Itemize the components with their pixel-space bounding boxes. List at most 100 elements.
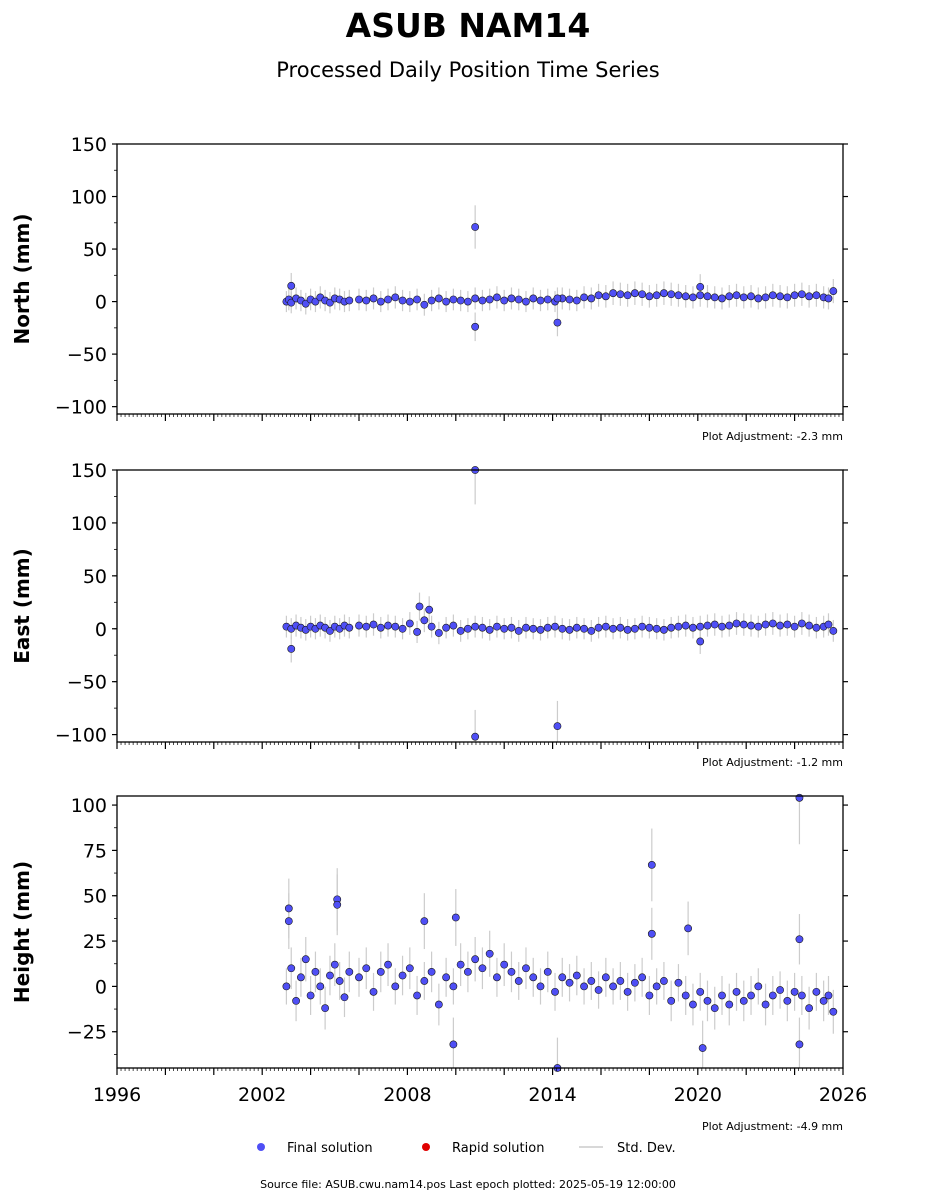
data-point — [681, 621, 690, 630]
data-point — [330, 960, 339, 969]
data-point — [463, 967, 472, 976]
data-point — [667, 623, 676, 632]
y-tick-label: 50 — [83, 566, 107, 588]
y-tick-label: −100 — [55, 725, 107, 747]
data-point — [456, 296, 465, 305]
data-point — [413, 991, 421, 1000]
data-point — [805, 292, 814, 301]
data-point — [500, 296, 509, 305]
data-point — [660, 977, 668, 985]
plot-adjustment-label: Plot Adjustment: -2.3 mm — [702, 430, 843, 443]
data-point — [660, 289, 668, 298]
y-tick-label: 100 — [71, 513, 107, 535]
data-point — [732, 619, 741, 628]
data-point — [355, 295, 363, 304]
data-point — [333, 900, 342, 909]
data-point — [284, 917, 293, 926]
data-point — [829, 287, 838, 295]
data-point — [776, 292, 784, 301]
data-point — [340, 993, 349, 1002]
y-axis-label: Height (mm) — [10, 861, 34, 1003]
data-point — [696, 622, 705, 631]
data-point — [572, 623, 581, 632]
data-point — [345, 623, 354, 632]
data-point — [616, 290, 625, 299]
y-tick-label: −50 — [67, 344, 107, 366]
data-point — [645, 623, 654, 632]
data-point — [783, 620, 792, 629]
data-point — [471, 223, 480, 231]
data-point — [536, 982, 545, 991]
data-point — [594, 986, 603, 994]
data-point — [824, 991, 833, 1000]
data-point — [420, 977, 429, 985]
y-tick-label: 50 — [83, 886, 107, 908]
data-point — [739, 293, 748, 302]
data-point — [413, 295, 421, 304]
data-point — [819, 997, 828, 1005]
y-tick-label: 25 — [83, 931, 107, 953]
data-point — [776, 621, 784, 630]
data-point — [797, 290, 806, 299]
data-point — [335, 977, 344, 985]
data-point — [321, 1004, 330, 1013]
data-point — [630, 624, 639, 633]
data-point — [449, 621, 458, 630]
data-point — [463, 624, 472, 633]
legend-label: Final solution — [287, 1141, 373, 1156]
data-point — [812, 291, 821, 300]
data-point — [471, 322, 480, 331]
data-point — [630, 289, 639, 298]
data-point — [587, 977, 596, 985]
data-point — [703, 997, 712, 1005]
data-point — [384, 295, 392, 304]
data-point — [805, 621, 814, 630]
x-tick-label: 2008 — [383, 1084, 431, 1106]
data-point — [420, 616, 429, 625]
data-point — [795, 1040, 804, 1049]
data-point — [645, 292, 654, 301]
data-points-0 — [282, 205, 838, 342]
plot-frame-1 — [116, 469, 844, 743]
data-point — [398, 296, 407, 305]
data-point — [420, 917, 429, 926]
data-point — [609, 289, 617, 298]
data-point — [405, 297, 414, 306]
data-point — [362, 622, 371, 631]
data-point — [616, 977, 625, 985]
data-point — [601, 292, 610, 301]
data-point — [485, 949, 494, 958]
data-point — [696, 637, 705, 646]
data-point — [553, 294, 562, 303]
data-point — [812, 987, 821, 996]
data-point — [391, 293, 400, 302]
data-point — [507, 623, 516, 632]
data-point — [471, 955, 480, 964]
data-points-2 — [282, 793, 838, 1072]
data-point — [703, 621, 712, 630]
data-point — [601, 973, 610, 982]
data-point — [623, 625, 632, 634]
data-point — [316, 982, 325, 991]
data-point — [287, 964, 296, 973]
data-point — [790, 291, 799, 300]
data-point — [398, 624, 407, 633]
plot-frame-0 — [116, 143, 844, 415]
data-point — [449, 982, 458, 991]
data-point — [725, 292, 734, 301]
data-point — [326, 971, 334, 980]
y-tick-label: 150 — [71, 460, 107, 482]
data-point — [543, 295, 552, 304]
data-point — [415, 602, 424, 611]
legend-label: Rapid solution — [452, 1141, 544, 1156]
data-point — [580, 982, 588, 991]
data-point — [282, 982, 291, 991]
data-point — [630, 978, 639, 987]
data-point — [507, 967, 516, 976]
data-point — [287, 644, 296, 653]
data-point — [558, 624, 567, 633]
data-point — [522, 297, 530, 306]
data-point — [478, 623, 487, 632]
data-point — [645, 991, 654, 1000]
legend-label: Std. Dev. — [617, 1141, 676, 1156]
